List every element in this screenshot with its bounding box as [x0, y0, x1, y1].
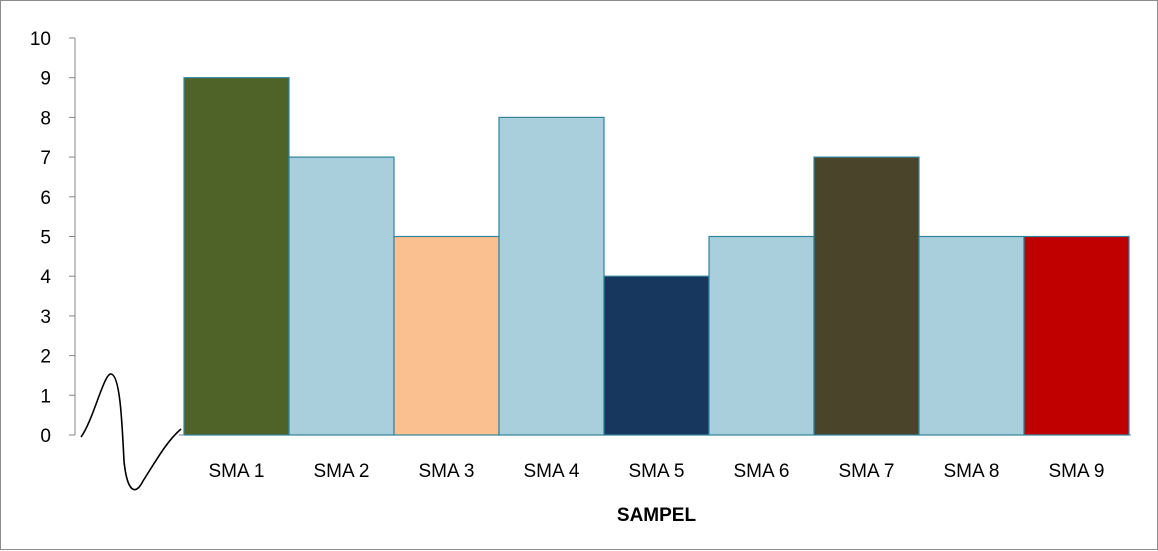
x-category-label: SMA 4 [524, 461, 580, 482]
x-category-label: SMA 7 [839, 461, 895, 482]
bar-sma-6 [708, 235, 815, 436]
y-tick-label: 3 [40, 307, 51, 328]
bars-group [183, 77, 1130, 436]
y-tick-label: 2 [40, 347, 51, 368]
bar-sma-5 [603, 275, 710, 436]
x-axis: SMA 1 SMA 2 SMA 3 SMA 4 SMA 5 SMA 6 SMA 7 SMA 8… [209, 461, 1105, 482]
y-tick-label: 10 [30, 29, 51, 50]
x-category-label: SMA 6 [734, 461, 790, 482]
bar-sma-2 [288, 156, 395, 436]
bar-sma-3 [393, 235, 500, 436]
y-tick-label: 8 [40, 108, 51, 129]
bar-sma-7 [813, 156, 920, 436]
y-tick-label: 6 [40, 188, 51, 209]
x-category-label: SMA 3 [419, 461, 475, 482]
y-tick-label: 1 [40, 386, 51, 407]
x-axis-title: SAMPEL [617, 505, 697, 526]
x-category-label: SMA 1 [209, 461, 265, 482]
y-tick-label: 9 [40, 69, 51, 90]
x-category-label: SMA 5 [629, 461, 685, 482]
y-tick-label: 0 [40, 426, 51, 447]
x-category-label: SMA 8 [944, 461, 1000, 482]
y-tick-label: 5 [40, 228, 51, 249]
bar-sma-8 [918, 235, 1025, 436]
x-category-label: SMA 2 [314, 461, 370, 482]
bar-sma-1 [183, 77, 290, 436]
bar-sma-4 [498, 116, 605, 436]
x-category-label: SMA 9 [1049, 461, 1105, 482]
axis-break-squiggle [80, 373, 182, 491]
y-tick-label: 7 [40, 148, 51, 169]
y-tick-label: 4 [40, 267, 51, 288]
bar-sma-9 [1023, 235, 1130, 436]
